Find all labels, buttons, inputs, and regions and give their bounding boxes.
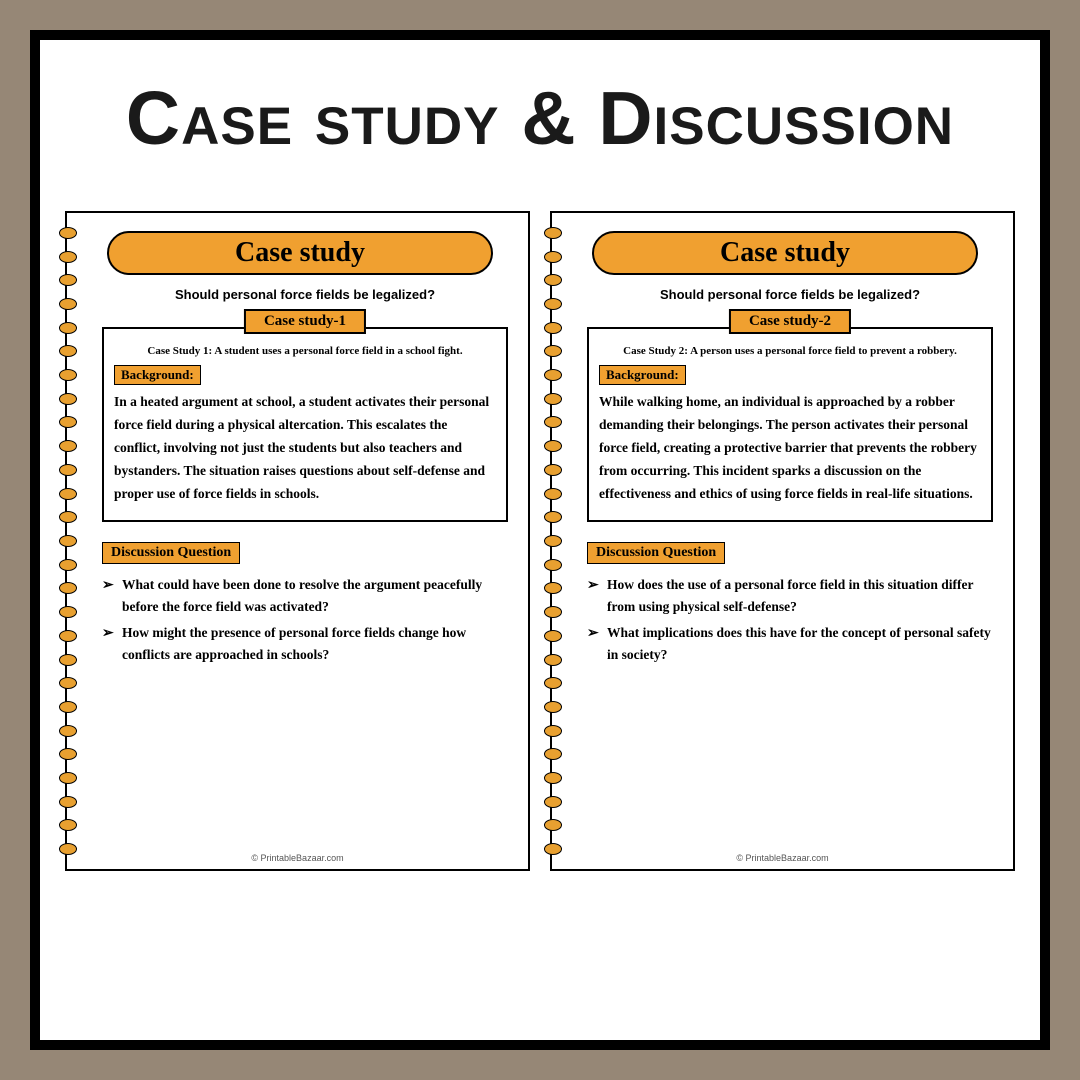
question-item: How does the use of a personal force fie… xyxy=(587,574,993,619)
footer-credit: © PrintableBazaar.com xyxy=(67,853,528,863)
page-subtitle: Should personal force fields be legalize… xyxy=(97,287,513,302)
background-text: In a heated argument at school, a studen… xyxy=(114,391,496,506)
page-header: Case study xyxy=(592,231,978,275)
page-header: Case study xyxy=(107,231,493,275)
case-intro: Case Study 2: A person uses a personal f… xyxy=(599,345,981,357)
footer-credit: © PrintableBazaar.com xyxy=(552,853,1013,863)
question-item: What implications does this have for the… xyxy=(587,622,993,667)
case-box: Case study-2 Case Study 2: A person uses… xyxy=(587,327,993,522)
case-tab: Case study-1 xyxy=(244,309,366,334)
main-title: Case study & Discussion xyxy=(65,75,1015,161)
spiral-binding xyxy=(59,213,77,869)
background-label: Background: xyxy=(599,365,686,385)
background-label: Background: xyxy=(114,365,201,385)
pages-container: Case study Should personal force fields … xyxy=(65,211,1015,1015)
discussion-label: Discussion Question xyxy=(102,542,240,564)
outer-frame: Case study & Discussion Case study Shoul… xyxy=(30,30,1050,1050)
question-item: What could have been done to resolve the… xyxy=(102,574,508,619)
worksheet-page-1: Case study Should personal force fields … xyxy=(65,211,530,871)
case-box: Case study-1 Case Study 1: A student use… xyxy=(102,327,508,522)
question-item: How might the presence of personal force… xyxy=(102,622,508,667)
worksheet-page-2: Case study Should personal force fields … xyxy=(550,211,1015,871)
question-list: How does the use of a personal force fie… xyxy=(582,574,998,667)
spiral-binding xyxy=(544,213,562,869)
question-list: What could have been done to resolve the… xyxy=(97,574,513,667)
case-intro: Case Study 1: A student uses a personal … xyxy=(114,345,496,357)
page-subtitle: Should personal force fields be legalize… xyxy=(582,287,998,302)
discussion-label: Discussion Question xyxy=(587,542,725,564)
background-text: While walking home, an individual is app… xyxy=(599,391,981,506)
case-tab: Case study-2 xyxy=(729,309,851,334)
